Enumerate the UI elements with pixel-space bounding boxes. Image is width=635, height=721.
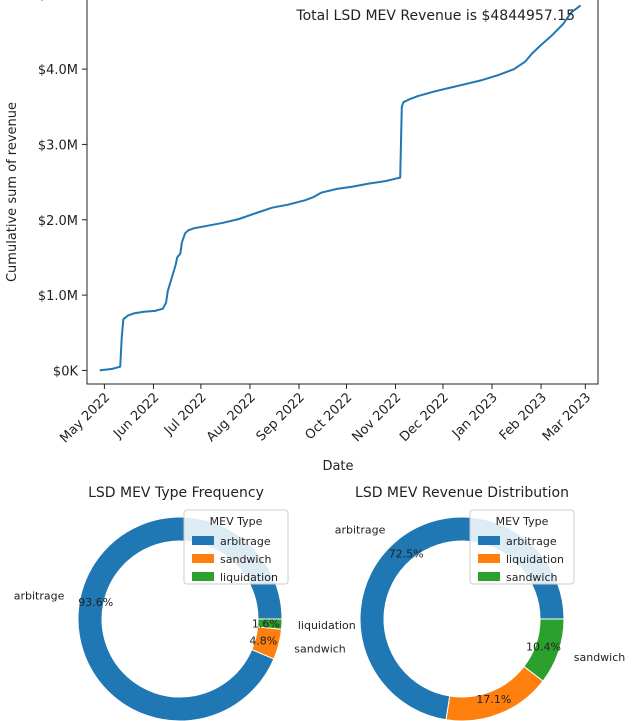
legend-entry: liquidation [506, 553, 564, 566]
legend-swatch [478, 572, 500, 581]
x-tick-label: Dec 2022 [397, 390, 452, 445]
slice-category-label: sandwich [574, 651, 626, 664]
pie-1-title: LSD MEV Type Frequency [88, 485, 264, 501]
y-axis: $0K $1.0M $2.0M $3.0M $4.0M $5.0M [38, 0, 87, 379]
slice-category-label: arbitrage [14, 589, 65, 602]
plot-frame [86, 0, 599, 385]
slice-percent-label: 1.6% [252, 617, 280, 630]
x-tick-label: Oct 2022 [302, 390, 355, 443]
y-tick-label: $1.0M [38, 289, 78, 304]
pie-charts: LSD MEV Type Frequency arbitrage 93.6% san… [14, 485, 626, 721]
y-tick-label: $2.0M [38, 214, 78, 229]
legend-entry: sandwich [220, 553, 272, 566]
y-tick-label: $0K [53, 364, 79, 379]
slice-category-label: sandwich [294, 642, 346, 655]
x-tick-label: Sep 2022 [254, 390, 308, 444]
x-tick-label: May 2022 [57, 390, 113, 446]
legend: MEV Type arbitrage liquidation sandwich [469, 509, 575, 585]
donut-slice-liquidation [257, 618, 283, 630]
y-tick-label: $4.0M [38, 63, 78, 78]
legend-swatch [478, 536, 500, 545]
donut-slice-arbitrage [77, 516, 283, 721]
slice-percent-label: 93.6% [78, 596, 113, 609]
x-tick-label: Aug 2022 [204, 390, 259, 445]
x-tick-label: Jun 2022 [110, 390, 162, 442]
x-tick-label: Nov 2022 [349, 390, 404, 445]
cumulative-revenue-line-chart: $0K $1.0M $2.0M $3.0M $4.0M $5.0M May 2022Jun… [5, 0, 599, 474]
legend-swatch [192, 572, 214, 581]
cumulative-revenue-line [99, 4, 582, 372]
slice-percent-label: 4.8% [249, 634, 277, 647]
legend-swatch [192, 554, 214, 563]
legend: MEV Type arbitrage sandwich liquidation [183, 509, 289, 585]
legend-title: MEV Type [496, 515, 549, 528]
legend-swatch [192, 536, 214, 545]
legend-frame [469, 509, 575, 585]
slice-percent-label: 72.5% [389, 548, 424, 561]
x-tick-label: Mar 2023 [540, 390, 594, 444]
slice-percent-label: 17.1% [476, 693, 511, 706]
slice-category-label: liquidation [298, 619, 356, 632]
x-axis-label: Date [322, 459, 353, 474]
mev-revenue-distribution-donut: arbitrage72.5%liquidation17.1%sandwich10… [335, 509, 626, 721]
x-tick-label: Jul 2022 [161, 390, 210, 439]
legend-entry: sandwich [506, 571, 558, 584]
mev-type-frequency-donut: arbitrage 93.6% sandwich 4.8% liquidation 1.6… [14, 509, 356, 721]
y-axis-label: Cumulative sum of revenue [5, 102, 20, 282]
legend-entry: arbitrage [506, 535, 557, 548]
slice-percent-label: 10.4% [526, 641, 561, 654]
slice-category-label: arbitrage [335, 523, 386, 536]
donut-slice-sandwich [523, 618, 565, 682]
legend-title: MEV Type [210, 515, 263, 528]
legend-entry: arbitrage [220, 535, 271, 548]
legend-swatch [478, 554, 500, 563]
legend-frame [183, 509, 289, 585]
x-tick-label: Jan 2023 [449, 390, 501, 442]
pie-2-title: LSD MEV Revenue Distribution [355, 485, 569, 501]
y-tick-label: $5.0M [38, 0, 78, 3]
y-tick-label: $3.0M [38, 138, 78, 153]
total-revenue-annotation: Total LSD MEV Revenue is $4844957.15 [295, 8, 575, 24]
legend-entry: liquidation [220, 571, 278, 584]
